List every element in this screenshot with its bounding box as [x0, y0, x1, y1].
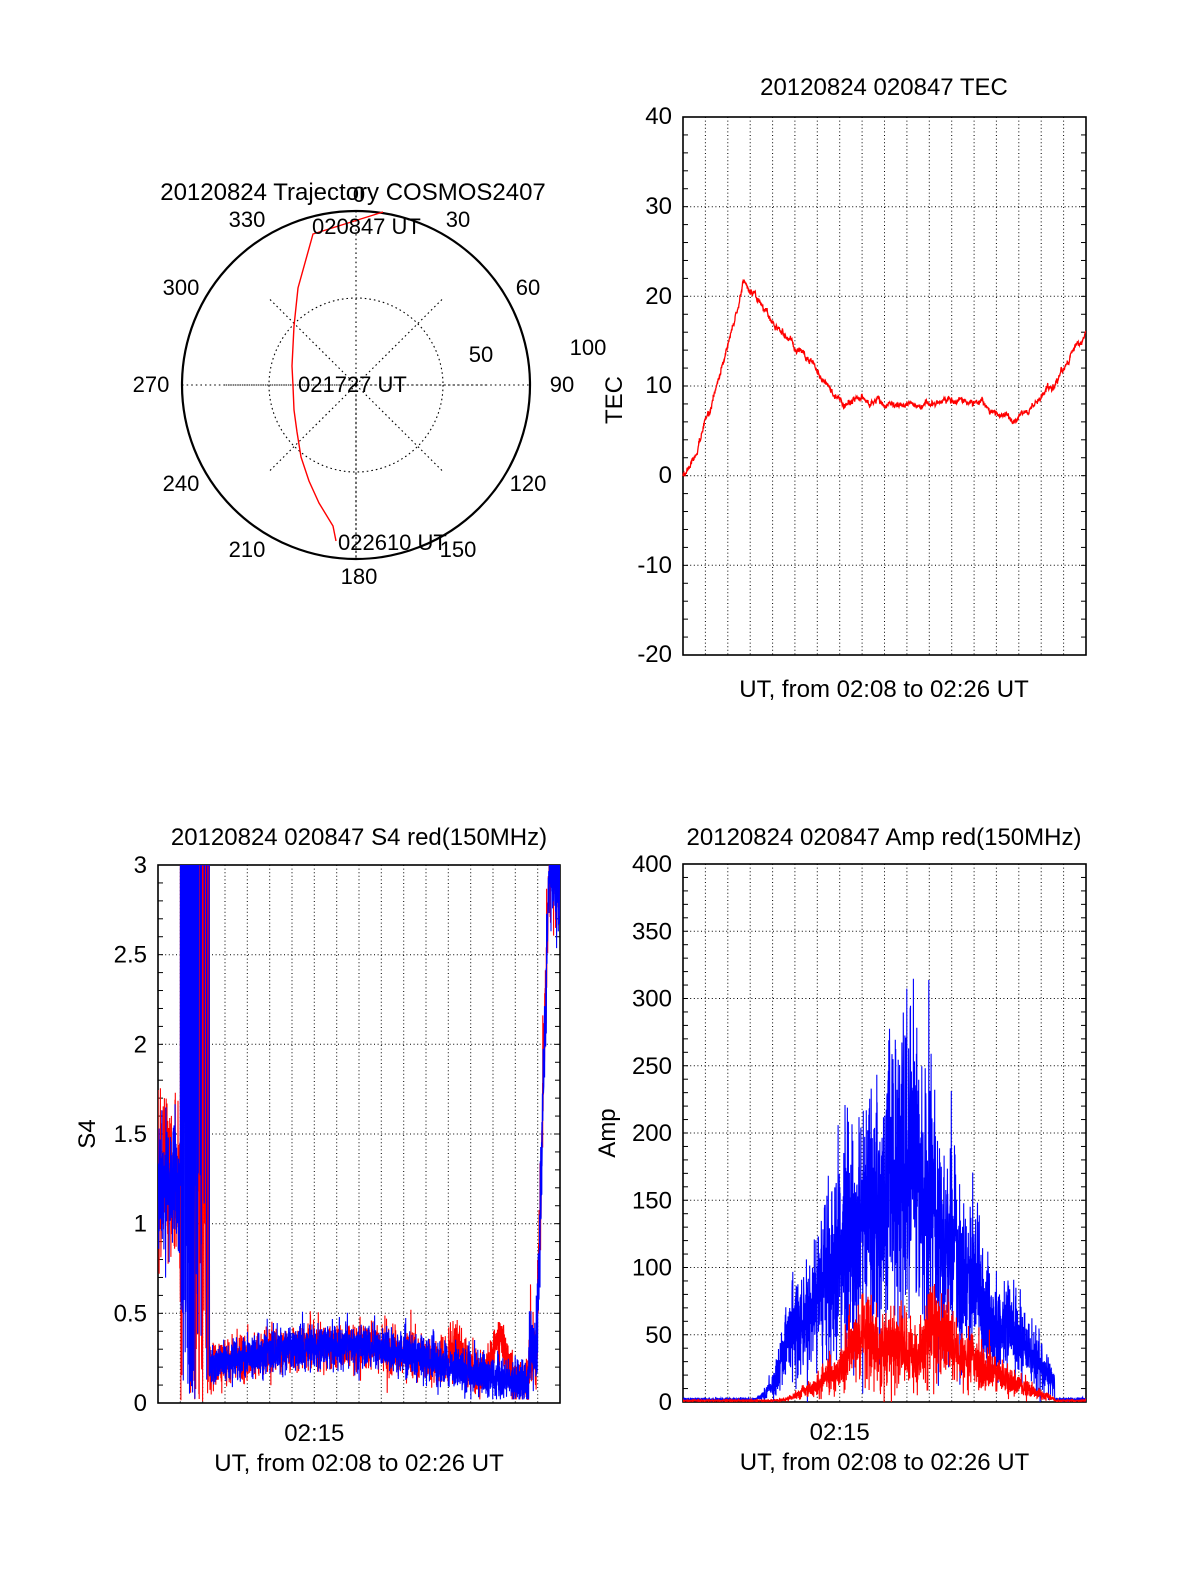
svg-text:120: 120 — [510, 471, 547, 496]
svg-text:02:15: 02:15 — [810, 1419, 870, 1446]
svg-text:2: 2 — [134, 1031, 147, 1058]
svg-text:150: 150 — [632, 1187, 672, 1214]
svg-text:1: 1 — [134, 1211, 147, 1238]
svg-text:0.5: 0.5 — [114, 1300, 147, 1327]
svg-text:20120824 020847 Amp red(150MHz: 20120824 020847 Amp red(150MHz) — [687, 824, 1082, 851]
svg-text:3: 3 — [134, 852, 147, 879]
svg-text:Amp: Amp — [594, 1108, 621, 1157]
svg-text:50: 50 — [469, 342, 493, 367]
svg-text:240: 240 — [163, 471, 200, 496]
svg-text:300: 300 — [632, 986, 672, 1013]
svg-text:021727 UT: 021727 UT — [298, 372, 407, 397]
svg-text:0: 0 — [353, 182, 365, 207]
svg-text:40: 40 — [645, 103, 672, 130]
svg-text:20: 20 — [645, 283, 672, 310]
svg-text:400: 400 — [632, 851, 672, 878]
svg-text:0: 0 — [134, 1390, 147, 1417]
svg-text:100: 100 — [632, 1255, 672, 1282]
svg-text:210: 210 — [229, 537, 266, 562]
svg-text:30: 30 — [446, 207, 470, 232]
svg-text:0: 0 — [659, 462, 672, 489]
svg-text:10: 10 — [645, 372, 672, 399]
svg-text:UT, from 02:08 to 02:26 UT: UT, from 02:08 to 02:26 UT — [739, 676, 1029, 703]
svg-text:200: 200 — [632, 1120, 672, 1147]
svg-text:02:15: 02:15 — [284, 1420, 344, 1447]
svg-text:2.5: 2.5 — [114, 942, 147, 969]
svg-text:-10: -10 — [637, 552, 672, 579]
svg-text:0: 0 — [659, 1389, 672, 1416]
svg-text:-20: -20 — [637, 641, 672, 668]
svg-text:1.5: 1.5 — [114, 1121, 147, 1148]
svg-text:60: 60 — [516, 275, 540, 300]
svg-text:100: 100 — [570, 335, 607, 360]
svg-text:330: 330 — [229, 207, 266, 232]
svg-text:20120824 020847 S4 red(150MHz): 20120824 020847 S4 red(150MHz) — [171, 824, 547, 851]
svg-text:022610 UT: 022610 UT — [338, 530, 447, 555]
svg-text:180: 180 — [341, 564, 378, 589]
svg-text:020847 UT: 020847 UT — [312, 214, 421, 239]
svg-text:UT, from 02:08 to 02:26 UT: UT, from 02:08 to 02:26 UT — [214, 1450, 504, 1477]
svg-text:350: 350 — [632, 918, 672, 945]
svg-text:50: 50 — [645, 1322, 672, 1349]
svg-text:S4: S4 — [74, 1119, 101, 1148]
svg-text:30: 30 — [645, 193, 672, 220]
svg-text:90: 90 — [550, 372, 574, 397]
svg-text:20120824 020847 TEC: 20120824 020847 TEC — [760, 74, 1008, 101]
svg-text:TEC: TEC — [601, 376, 628, 424]
svg-text:UT, from 02:08 to 02:26 UT: UT, from 02:08 to 02:26 UT — [740, 1449, 1030, 1476]
svg-text:250: 250 — [632, 1053, 672, 1080]
svg-text:300: 300 — [163, 275, 200, 300]
svg-text:270: 270 — [133, 372, 170, 397]
